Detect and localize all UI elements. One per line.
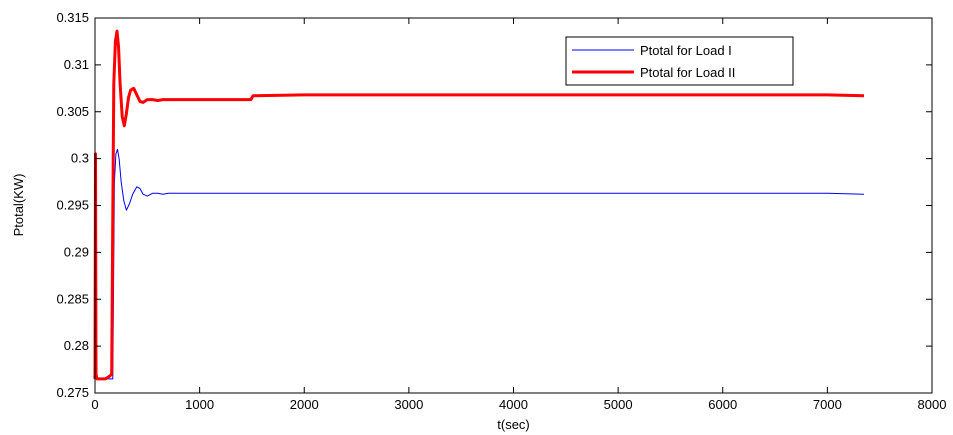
series-line-2 (93, 29, 865, 381)
y-tick-label: 0.29 (64, 244, 89, 259)
x-tick-label: 3000 (394, 397, 423, 412)
y-axis-label: Ptotal(KW) (11, 174, 26, 237)
y-tick-label: 0.31 (64, 57, 89, 72)
y-tick-label: 0.28 (64, 338, 89, 353)
y-tick-label: 0.305 (56, 104, 89, 119)
y-tick-label: 0.275 (56, 385, 89, 400)
tick-layer: 0 1000 2000 3000 4000 5000 6000 7000 8000 0.275 0.… (56, 10, 946, 412)
x-tick-label: 8000 (918, 397, 947, 412)
y-tick-label: 0.285 (56, 291, 89, 306)
y-tick-label: 0.295 (56, 198, 89, 213)
legend-label-load-2: Ptotal for Load II (640, 65, 735, 80)
series-line-1 (95, 148, 865, 380)
x-tick-label: 1000 (185, 397, 214, 412)
legend-box (565, 36, 794, 86)
legend-label-load-1: Ptotal for Load I (640, 43, 732, 58)
legend: Ptotal for Load I Ptotal for Load II (565, 36, 794, 86)
series-layer (93, 29, 865, 381)
x-tick-label: 6000 (708, 397, 737, 412)
x-tick-label: 5000 (604, 397, 633, 412)
x-tick-label: 7000 (813, 397, 842, 412)
x-axis-label: t(sec) (497, 417, 530, 432)
x-tick-label: 0 (91, 397, 98, 412)
x-tick-label: 2000 (290, 397, 319, 412)
x-tick-label: 4000 (499, 397, 528, 412)
y-tick-label: 0.315 (56, 10, 89, 25)
plot-area (95, 18, 932, 393)
y-tick-label: 0.3 (71, 151, 89, 166)
